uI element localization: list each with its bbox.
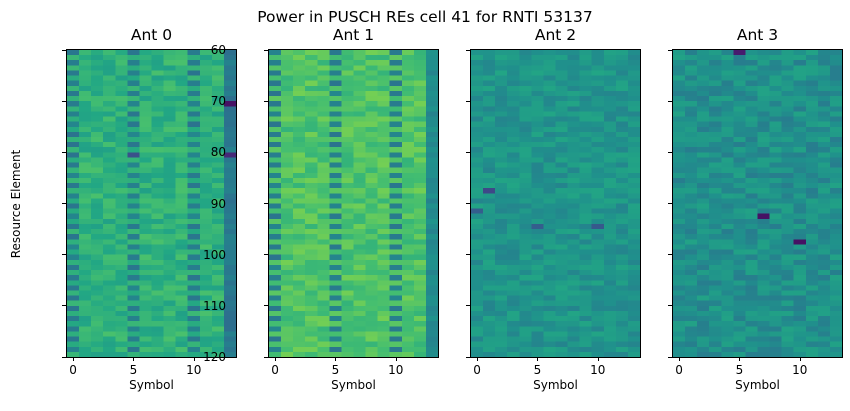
heatmap-canvas (471, 50, 640, 357)
x-axis-label: Symbol (331, 378, 376, 392)
y-tick (264, 254, 268, 256)
x-tick-label: 5 (129, 363, 138, 377)
y-tick-label: 90 (210, 196, 226, 211)
panel-title: Ant 0 (130, 26, 173, 44)
x-tick (679, 357, 681, 361)
y-tick-label: 80 (210, 145, 226, 160)
y-tick (668, 151, 672, 153)
x-tick-label: 10 (186, 363, 202, 377)
x-tick-label: 5 (735, 363, 744, 377)
x-tick-label: 0 (473, 363, 481, 377)
x-tick (335, 357, 337, 361)
x-tick-label: 10 (388, 363, 404, 377)
heatmap-panel-ant3: Ant 3 Symbol 0 5 10 (668, 26, 843, 392)
heatmap-canvas (673, 50, 842, 357)
y-tick-label: 60 (210, 43, 226, 57)
y-tick-label: 120 (203, 350, 226, 364)
x-tick-label: 0 (271, 363, 279, 377)
y-tick (466, 151, 470, 153)
y-tick (264, 100, 268, 102)
y-tick-label: 100 (203, 247, 226, 262)
y-tick (62, 305, 66, 307)
y-tick (466, 49, 470, 51)
y-tick (62, 100, 66, 102)
heatmap-canvas (269, 50, 438, 357)
x-tick (395, 357, 397, 361)
y-tick (62, 151, 66, 153)
panel-title: Ant 1 (332, 26, 375, 44)
y-tick (668, 49, 672, 51)
y-tick (264, 151, 268, 153)
y-tick (466, 100, 470, 102)
y-tick-label: 70 (210, 94, 226, 109)
y-tick-label: 110 (203, 298, 226, 313)
x-tick (275, 357, 277, 361)
x-axis-label: Symbol (735, 378, 780, 392)
y-tick (62, 49, 66, 51)
x-tick-label: 10 (590, 363, 606, 377)
y-tick (264, 49, 268, 51)
chart-title: Power in PUSCH REs cell 41 for RNTI 5313… (257, 8, 593, 26)
y-axis-label: Resource Element (9, 149, 23, 259)
x-axis-label: Symbol (533, 378, 578, 392)
y-tick (466, 254, 470, 256)
y-tick (668, 305, 672, 307)
y-tick (466, 356, 470, 358)
heatmap-canvas (67, 50, 236, 357)
x-tick-label: 10 (792, 363, 808, 377)
x-tick (133, 357, 135, 361)
y-tick (668, 203, 672, 204)
y-tick (668, 254, 672, 256)
x-tick (537, 357, 539, 361)
y-tick (264, 356, 268, 358)
heatmap-panel-ant0: Ant 0 Symbol 60 70 80 90 100 110 120 0 5 10 (62, 26, 237, 392)
x-tick (477, 357, 479, 361)
x-tick-label: 0 (69, 363, 77, 377)
panel-title: Ant 2 (534, 26, 577, 44)
x-tick (597, 357, 599, 361)
y-tick (466, 305, 470, 307)
x-tick (739, 357, 741, 361)
panel-title: Ant 3 (736, 26, 779, 44)
x-axis-label: Symbol (129, 378, 174, 392)
y-tick (668, 100, 672, 102)
x-tick (193, 357, 195, 361)
x-tick-label: 5 (331, 363, 340, 377)
heatmap-panel-ant1: Ant 1 Symbol 0 5 10 (264, 26, 439, 392)
x-tick-label: 5 (533, 363, 542, 377)
y-tick (466, 203, 470, 204)
x-tick (73, 357, 75, 361)
x-tick-label: 0 (675, 363, 683, 377)
y-tick (264, 305, 268, 307)
y-tick (62, 254, 66, 256)
heatmap-panel-ant2: Ant 2 Symbol 0 5 10 (466, 26, 641, 392)
x-tick (799, 357, 801, 361)
y-tick (62, 203, 66, 204)
y-tick (264, 203, 268, 204)
y-tick (62, 356, 66, 358)
y-tick (668, 356, 672, 358)
